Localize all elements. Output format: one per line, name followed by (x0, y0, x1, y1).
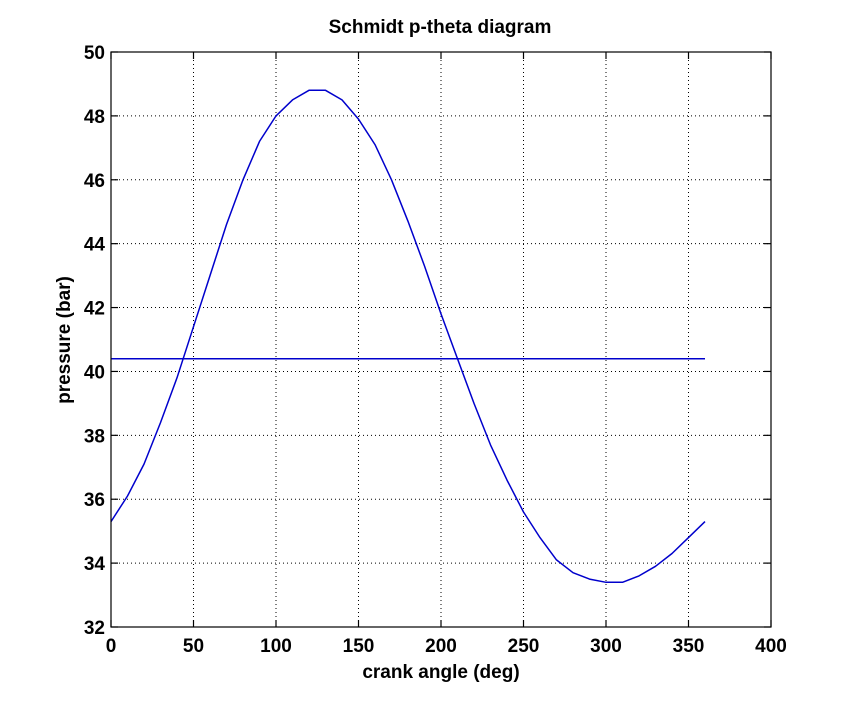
y-tick-label: 38 (84, 426, 105, 447)
y-tick-label: 46 (84, 171, 105, 192)
pressure-curve (110, 89, 706, 584)
x-tick-label: 350 (673, 636, 705, 657)
y-tick-label: 42 (84, 299, 105, 320)
y-tick-label: 32 (84, 618, 105, 639)
x-tick-label: 100 (260, 636, 292, 657)
ticks-layer: 0 50 100 150 200 250 300 350 400 32 34 36 38 40 42 44 46… (84, 43, 787, 657)
x-tick-label: 250 (508, 636, 540, 657)
x-tick-label: 50 (183, 636, 204, 657)
grid-layer (110, 51, 772, 628)
y-tick-label: 44 (84, 235, 106, 256)
y-tick-label: 50 (84, 43, 105, 64)
y-tick-label: 48 (84, 107, 105, 128)
x-tick-label: 400 (755, 636, 787, 657)
y-tick-label: 40 (84, 362, 105, 383)
x-tick-label: 150 (343, 636, 375, 657)
plot-frame (110, 51, 772, 628)
x-axis-label: crank angle (deg) (362, 662, 519, 683)
series-layer (110, 89, 706, 584)
chart-title: Schmidt p-theta diagram (329, 17, 552, 38)
x-tick-label: 0 (106, 636, 117, 657)
x-tick-label: 200 (425, 636, 457, 657)
y-tick-label: 36 (84, 490, 105, 511)
y-axis-label: pressure (bar) (54, 276, 75, 404)
x-tick-label: 300 (590, 636, 622, 657)
y-tick-label: 34 (84, 554, 106, 575)
